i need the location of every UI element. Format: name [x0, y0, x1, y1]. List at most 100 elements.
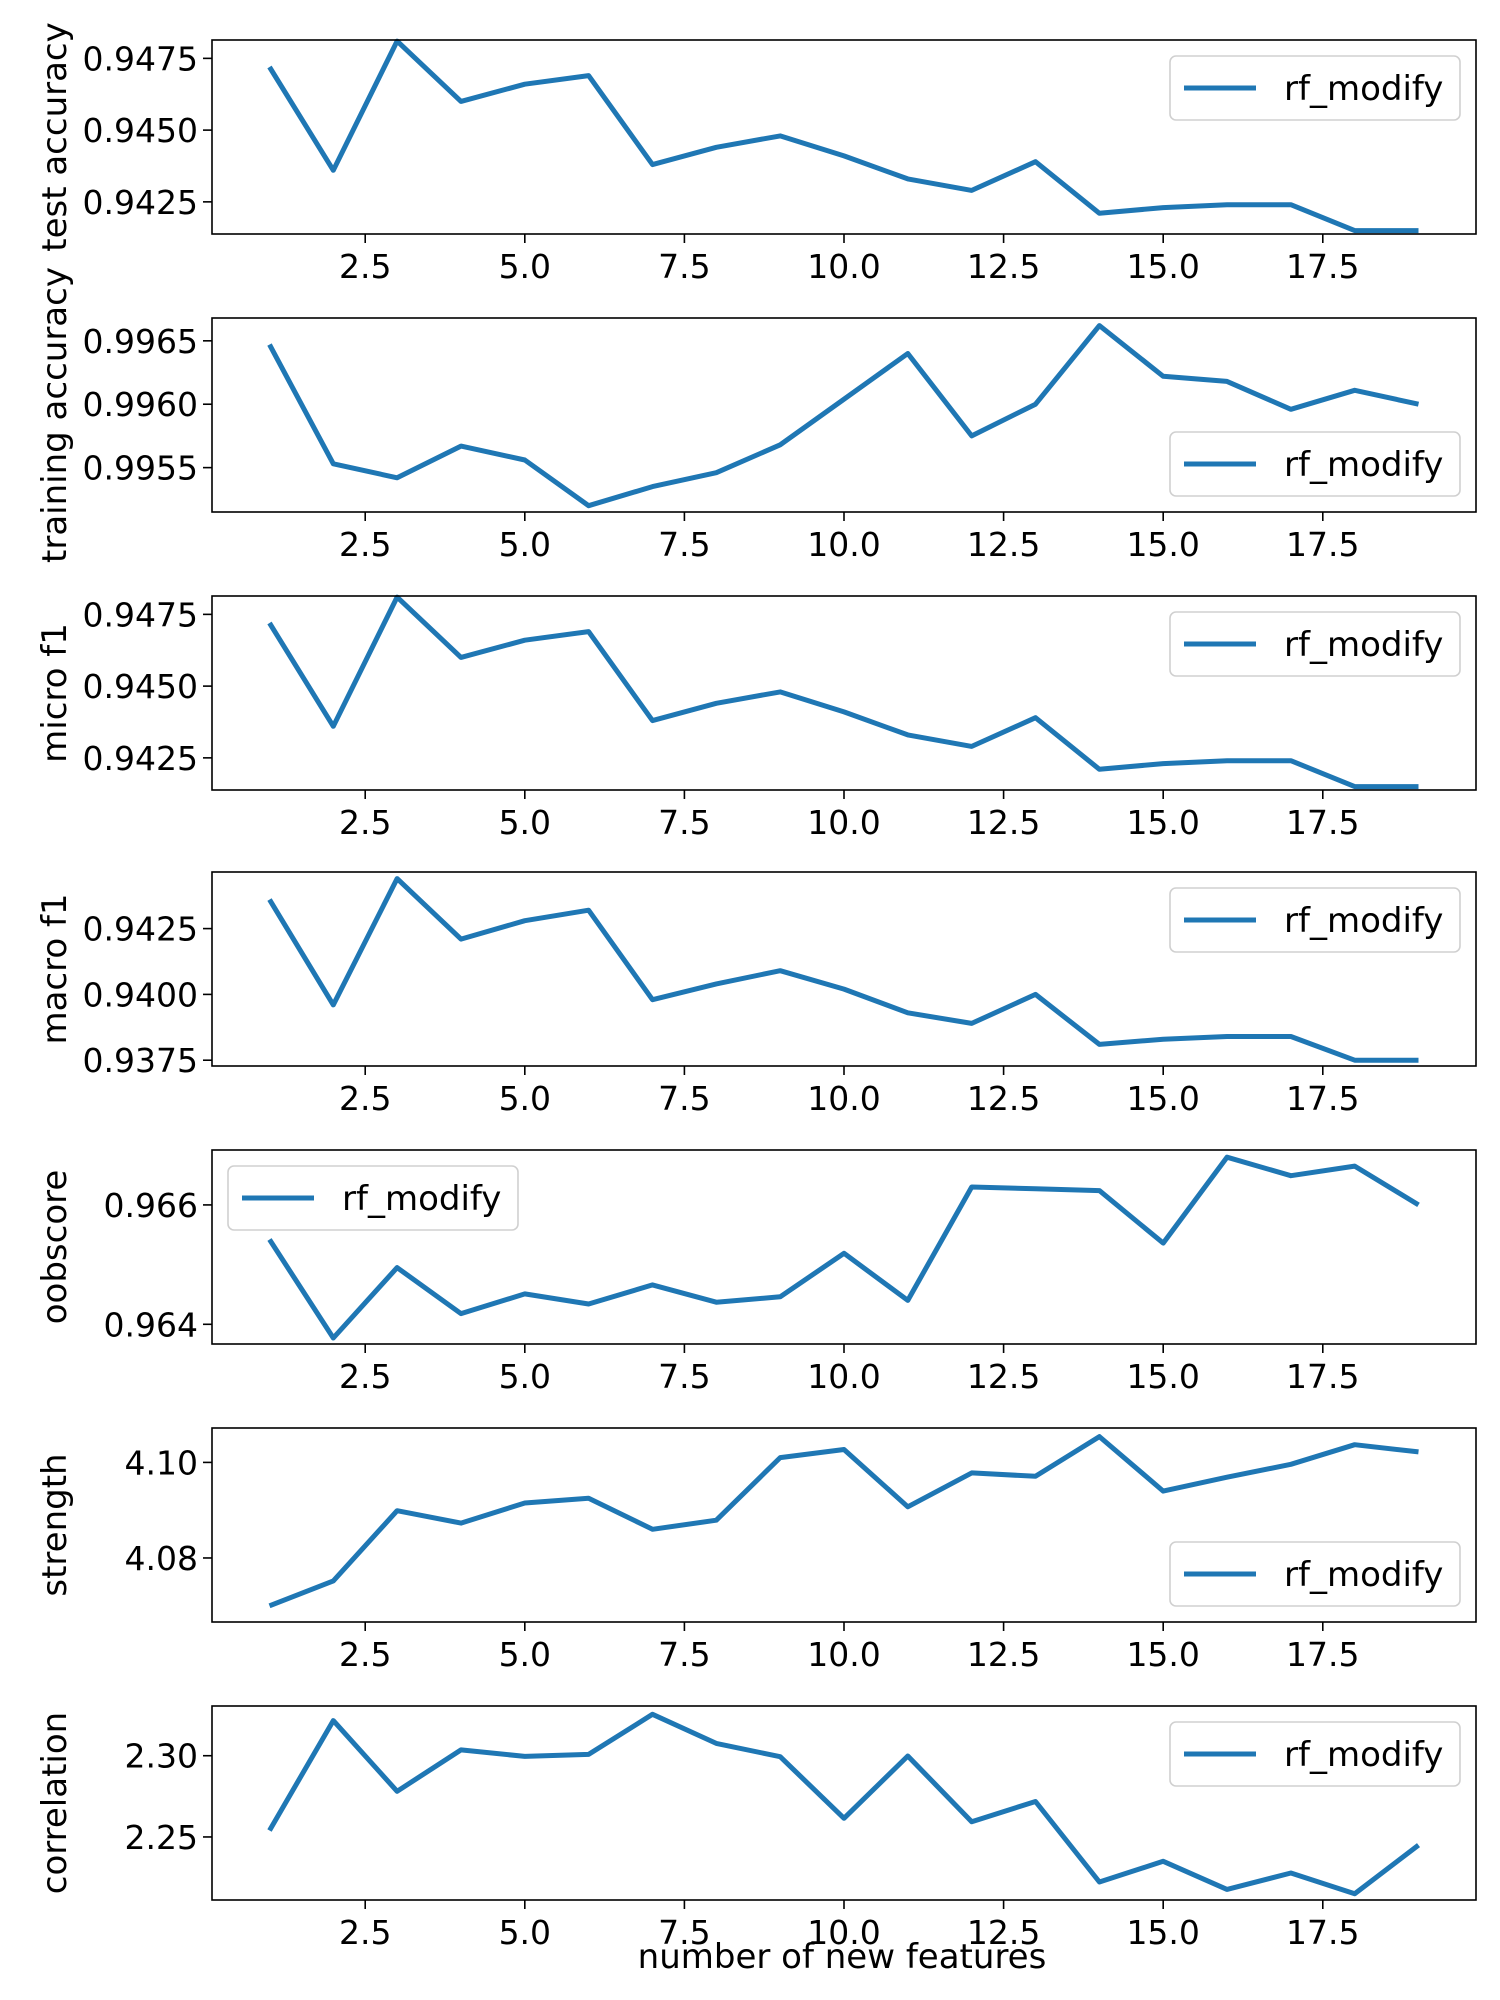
y-tick-label: 0.9960 [83, 385, 198, 424]
y-tick-label: 0.9425 [83, 739, 198, 778]
y-tick-label: 0.9375 [83, 1041, 198, 1080]
x-tick-label: 2.5 [339, 1357, 391, 1396]
series-line [267, 1711, 1421, 1897]
y-tick-label: 2.25 [125, 1818, 198, 1857]
subplot-3: 2.5 5.0 7.5 10.0 12.5 15.0 17.5 0.9425 0.9450 0.9… [35, 594, 1477, 842]
legend-label: rf_modify [1284, 69, 1443, 109]
x-tick-label: 5.0 [499, 1913, 551, 1952]
subplot-1: 2.5 5.0 7.5 10.0 12.5 15.0 17.5 0.9425 0.9450 0.9… [35, 22, 1477, 286]
legend-label: rf_modify [342, 1179, 501, 1219]
x-tick-label: 2.5 [339, 1635, 391, 1674]
x-tick-label: 17.5 [1286, 1913, 1359, 1952]
legend-box [1169, 887, 1461, 953]
y-tick-label: 2.30 [125, 1737, 198, 1776]
x-tick-label: 5.0 [499, 1357, 551, 1396]
y-tick-label: 0.9475 [83, 39, 198, 78]
y-axis-label: correlation [35, 1712, 75, 1894]
y-tick-label: 0.9450 [83, 667, 198, 706]
x-tick-label: 17.5 [1286, 1635, 1359, 1674]
x-tick-label: 15.0 [1126, 1357, 1199, 1396]
x-tick-label: 10.0 [807, 1079, 880, 1118]
x-tick-label: 10.0 [807, 1357, 880, 1396]
legend-box [1169, 55, 1461, 121]
legend: rf_modify [1169, 431, 1461, 497]
series-line [267, 1154, 1420, 1341]
x-tick-label: 12.5 [967, 803, 1040, 842]
x-tick-label: 12.5 [967, 1913, 1040, 1952]
subplot-4: 2.5 5.0 7.5 10.0 12.5 15.0 17.5 0.9375 0.9400 0.9… [35, 871, 1477, 1118]
series-line [267, 876, 1419, 1063]
y-axis-label: oobscore [35, 1170, 75, 1325]
legend: rf_modify [1169, 611, 1461, 677]
legend-box [1169, 1721, 1461, 1787]
x-tick-label: 15.0 [1126, 525, 1199, 564]
x-tick-label: 5.0 [499, 1635, 551, 1674]
x-tick-label: 10.0 [807, 1913, 880, 1952]
x-tick-label: 17.5 [1286, 1079, 1359, 1118]
y-tick-label: 0.9475 [83, 595, 198, 634]
legend-box [227, 1165, 519, 1231]
legend-box [1169, 1541, 1461, 1607]
x-tick-label: 7.5 [658, 1913, 710, 1952]
subplot-7: 2.5 5.0 7.5 10.0 12.5 15.0 17.5 2.25 2.30 correla… [35, 1705, 1477, 1952]
series-line [268, 1434, 1419, 1609]
x-tick-label: 12.5 [967, 247, 1040, 286]
y-axis-label: training accuracy [35, 267, 75, 563]
x-tick-label: 12.5 [967, 1079, 1040, 1118]
x-tick-label: 5.0 [499, 1079, 551, 1118]
series-line [267, 323, 1420, 509]
legend-label: rf_modify [1284, 1555, 1443, 1595]
x-tick-label: 7.5 [658, 1635, 710, 1674]
x-tick-label: 2.5 [339, 247, 391, 286]
y-tick-label: 0.9450 [83, 111, 198, 150]
legend: rf_modify [1169, 1541, 1461, 1607]
x-tick-label: 17.5 [1286, 1357, 1359, 1396]
legend-label: rf_modify [1284, 901, 1443, 941]
legend-box [1169, 431, 1461, 497]
y-tick-label: 0.9425 [83, 183, 198, 222]
y-axis-label: strength [35, 1453, 75, 1596]
y-tick-label: 0.9400 [83, 975, 198, 1014]
x-tick-label: 2.5 [339, 1913, 391, 1952]
x-tick-label: 17.5 [1286, 525, 1359, 564]
legend-label: rf_modify [1284, 445, 1443, 485]
legend: rf_modify [1169, 887, 1461, 953]
x-tick-label: 7.5 [658, 247, 710, 286]
x-tick-label: 17.5 [1286, 803, 1359, 842]
legend: rf_modify [1169, 55, 1461, 121]
y-tick-label: 0.9425 [83, 910, 198, 949]
x-tick-label: 7.5 [658, 803, 710, 842]
x-tick-label: 12.5 [967, 1357, 1040, 1396]
x-tick-label: 5.0 [499, 525, 551, 564]
x-tick-label: 15.0 [1126, 247, 1199, 286]
x-tick-label: 12.5 [967, 525, 1040, 564]
x-tick-label: 2.5 [339, 803, 391, 842]
subplot-6: 2.5 5.0 7.5 10.0 12.5 15.0 17.5 4.08 4.10 strengt… [35, 1427, 1477, 1674]
x-tick-label: 15.0 [1126, 1913, 1199, 1952]
x-tick-label: 7.5 [658, 1079, 710, 1118]
series-line [267, 594, 1419, 790]
subplot-5: 2.5 5.0 7.5 10.0 12.5 15.0 17.5 0.964 0.966 oobsc… [35, 1149, 1477, 1396]
y-tick-label: 0.966 [104, 1186, 198, 1225]
y-tick-label: 0.964 [104, 1305, 198, 1344]
x-tick-label: 7.5 [658, 1357, 710, 1396]
x-tick-label: 10.0 [807, 247, 880, 286]
y-axis-label: test accuracy [35, 22, 75, 252]
x-tick-label: 10.0 [807, 1635, 880, 1674]
x-tick-label: 2.5 [339, 525, 391, 564]
y-axis-label: macro f1 [35, 893, 75, 1044]
legend-label: rf_modify [1284, 625, 1443, 665]
x-axis-label: number of new features [638, 1937, 1047, 1977]
y-tick-label: 0.9955 [83, 449, 198, 488]
x-tick-label: 5.0 [499, 247, 551, 286]
y-axis-label: micro f1 [35, 623, 75, 763]
y-tick-label: 0.9965 [83, 322, 198, 361]
legend: rf_modify [1169, 1721, 1461, 1787]
subplot-2: 2.5 5.0 7.5 10.0 12.5 15.0 17.5 0.9955 0.9960 0.9… [35, 267, 1477, 564]
subplot-stack: 2.5 5.0 7.5 10.0 12.5 15.0 17.5 0.9425 0.9450 0.9… [35, 22, 1477, 1952]
x-tick-label: 15.0 [1126, 1635, 1199, 1674]
x-tick-label: 15.0 [1126, 803, 1199, 842]
y-tick-label: 4.08 [125, 1539, 198, 1578]
